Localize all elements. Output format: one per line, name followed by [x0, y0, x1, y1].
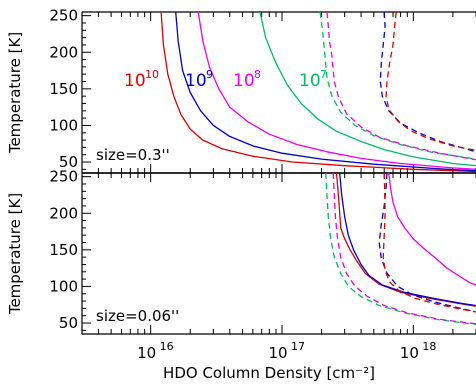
solid-series-line: [160, 12, 476, 173]
y-tick-label: 200: [49, 204, 78, 222]
dashed-series-line: [319, 12, 476, 160]
solid-series-line: [175, 12, 476, 172]
solid-series-line: [388, 173, 476, 286]
y-tick-label: 150: [49, 80, 78, 98]
series-label: 10: [233, 71, 255, 91]
panel-annotation: size=0.3'': [96, 146, 170, 164]
panel-annotation: size=0.06'': [96, 307, 179, 325]
x-tick-label: 10: [137, 344, 156, 362]
y-tick-label: 100: [49, 116, 78, 134]
y-tick-label: 150: [49, 241, 78, 259]
series-label-exponent: 8: [254, 68, 261, 81]
x-tick-label-exponent: 16: [160, 340, 174, 353]
dashed-series-line: [325, 173, 476, 326]
series-label-exponent: 9: [206, 68, 213, 81]
solid-series-line: [339, 173, 476, 307]
solid-series-line: [259, 12, 476, 167]
dashed-series-line: [326, 12, 476, 161]
x-tick-label-exponent: 18: [422, 340, 436, 353]
series-label: 10: [185, 71, 207, 91]
y-tick-label: 50: [59, 314, 78, 332]
x-tick-label-exponent: 17: [291, 340, 305, 353]
series-label: 10: [124, 71, 146, 91]
series-label: 10: [299, 71, 321, 91]
dashed-series-line: [385, 12, 476, 151]
y-tick-label: 50: [59, 153, 78, 171]
series-label-exponent: 10: [145, 68, 159, 81]
y-axis-title: Temperature [K]: [6, 193, 24, 315]
x-tick-label: 10: [400, 344, 419, 362]
y-tick-label: 100: [49, 277, 78, 295]
x-axis-title: HDO Column Density [cm⁻²]: [163, 364, 375, 382]
x-tick-label: 10: [268, 344, 287, 362]
y-axis-title: Temperature [K]: [6, 32, 24, 154]
dashed-series-line: [378, 173, 476, 313]
dashed-series-line: [332, 173, 476, 325]
dashed-series-line: [382, 173, 476, 313]
solid-series-line: [335, 173, 476, 307]
y-tick-label: 250: [49, 168, 78, 186]
y-tick-label: 250: [49, 7, 78, 25]
y-tick-label: 200: [49, 43, 78, 61]
solid-series-line: [197, 12, 476, 170]
series-label-exponent: 7: [320, 68, 327, 81]
